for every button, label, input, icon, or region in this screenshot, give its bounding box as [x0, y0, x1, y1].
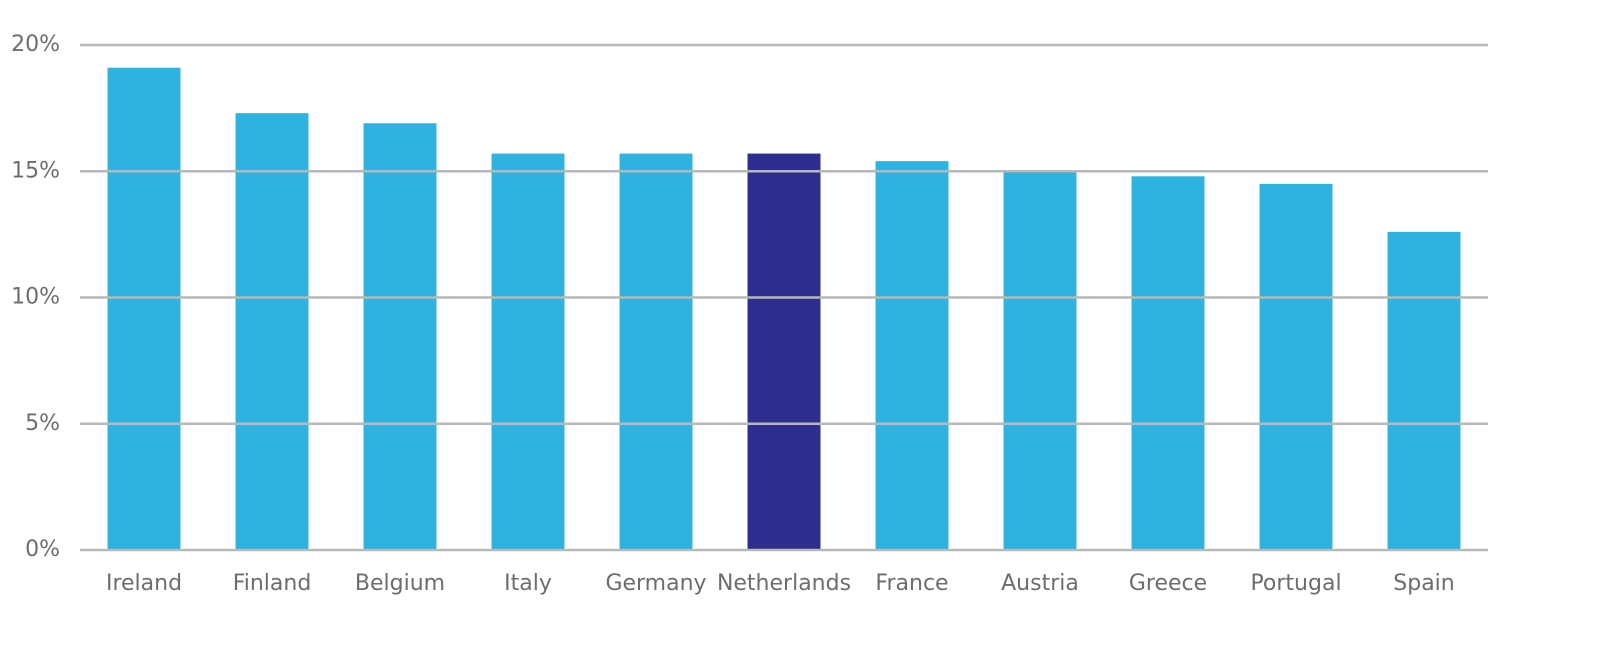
- y-tick-label: 10%: [11, 285, 60, 310]
- bar: [875, 161, 949, 550]
- bar: [1259, 183, 1333, 550]
- x-tick-label: Spain: [1393, 571, 1454, 596]
- x-tick-label: Italy: [504, 571, 552, 596]
- y-tick-label: 15%: [11, 158, 60, 183]
- x-tick-label: Portugal: [1250, 571, 1341, 596]
- bar: [747, 153, 821, 550]
- bar: [363, 123, 437, 551]
- y-tick-label: 0%: [25, 537, 60, 562]
- bar: [1131, 176, 1205, 551]
- x-tick-label: France: [875, 571, 948, 596]
- bar: [1003, 171, 1077, 550]
- x-tick-label: Netherlands: [717, 571, 851, 596]
- y-tick-label: 5%: [25, 411, 60, 436]
- bar: [107, 67, 181, 550]
- x-tick-label: Ireland: [106, 571, 182, 596]
- x-tick-label: Greece: [1129, 571, 1207, 596]
- bar: [1387, 231, 1461, 550]
- y-tick-label: 20%: [11, 32, 60, 57]
- x-tick-label: Finland: [233, 571, 312, 596]
- bar: [619, 153, 693, 550]
- x-tick-label: Germany: [605, 571, 706, 596]
- bar: [491, 153, 565, 550]
- x-tick-label: Austria: [1001, 571, 1079, 596]
- bar: [235, 113, 309, 551]
- x-tick-label: Belgium: [355, 571, 445, 596]
